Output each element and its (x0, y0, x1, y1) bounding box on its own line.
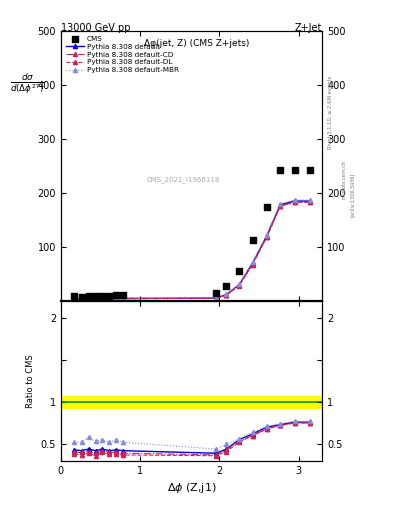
Pythia 8.308 default-CD (114, 296, 119, 302)
Pythia 8.308 default (86, 296, 91, 302)
Pythia 8.308 default-DL (100, 296, 105, 302)
Pythia 8.308 default-CD (121, 295, 126, 302)
Text: Δφ(jet, Z) (CMS Z+jets): Δφ(jet, Z) (CMS Z+jets) (144, 39, 250, 48)
Pythia 8.308 default-DL (224, 292, 229, 298)
Pythia 8.308 default-DL (86, 296, 91, 302)
Pythia 8.308 default-DL (264, 234, 269, 240)
CMS (307, 165, 313, 174)
Pythia 8.308 default-CD (264, 233, 269, 240)
CMS (291, 165, 298, 174)
Pythia 8.308 default (79, 296, 84, 302)
CMS (93, 292, 99, 301)
Pythia 8.308 default-MBR (121, 295, 126, 301)
Pythia 8.308 default-DL (278, 203, 283, 209)
Pythia 8.308 default-CD (278, 203, 283, 209)
Text: $\frac{d\sigma}{d(\Delta\phi^{2T})}$: $\frac{d\sigma}{d(\Delta\phi^{2T})}$ (9, 71, 44, 96)
Pythia 8.308 default-DL (107, 296, 112, 302)
Pythia 8.308 default-MBR (107, 295, 112, 302)
Pythia 8.308 default-CD (214, 295, 219, 302)
CMS (236, 267, 242, 275)
Pythia 8.308 default-MBR (79, 296, 84, 302)
CMS (120, 291, 127, 299)
Text: [arXiv:1306.3436]: [arXiv:1306.3436] (350, 173, 355, 217)
CMS (250, 236, 256, 244)
Pythia 8.308 default-MBR (224, 291, 229, 297)
Pythia 8.308 default-CD (307, 199, 312, 205)
Text: CMS_2021_I1966118: CMS_2021_I1966118 (147, 176, 220, 183)
Pythia 8.308 default-CD (100, 296, 105, 302)
Line: Pythia 8.308 default-MBR: Pythia 8.308 default-MBR (72, 198, 312, 301)
Pythia 8.308 default (121, 295, 126, 302)
Pythia 8.308 default-DL (79, 296, 84, 303)
Pythia 8.308 default-CD (72, 296, 77, 302)
CMS (277, 165, 283, 174)
Pythia 8.308 default-DL (292, 199, 297, 205)
Pythia 8.308 default (94, 296, 98, 302)
Line: Pythia 8.308 default-CD: Pythia 8.308 default-CD (72, 200, 312, 302)
X-axis label: $\Delta\phi$ (Z,j1): $\Delta\phi$ (Z,j1) (167, 481, 217, 495)
Pythia 8.308 default (250, 260, 255, 266)
Bar (61, 396, 322, 408)
Pythia 8.308 default-DL (114, 296, 119, 302)
Pythia 8.308 default (237, 282, 241, 288)
Pythia 8.308 default-CD (107, 296, 112, 302)
Pythia 8.308 default-CD (86, 296, 91, 302)
Pythia 8.308 default-DL (237, 283, 241, 289)
CMS (223, 282, 230, 290)
Text: Rivet 3.1.10, ≥ 2.6M events: Rivet 3.1.10, ≥ 2.6M events (328, 76, 333, 150)
Pythia 8.308 default (100, 296, 105, 302)
CMS (113, 291, 119, 300)
Pythia 8.308 default (307, 198, 312, 204)
Pythia 8.308 default-MBR (94, 295, 98, 302)
Pythia 8.308 default-MBR (86, 295, 91, 302)
Pythia 8.308 default-CD (79, 296, 84, 303)
Pythia 8.308 default-CD (224, 292, 229, 298)
Pythia 8.308 default-CD (292, 199, 297, 205)
Pythia 8.308 default-DL (94, 296, 98, 303)
Pythia 8.308 default-MBR (250, 259, 255, 265)
CMS (78, 293, 84, 301)
Text: 13000 GeV pp: 13000 GeV pp (61, 23, 130, 33)
Pythia 8.308 default-DL (214, 295, 219, 302)
Pythia 8.308 default-CD (250, 261, 255, 267)
CMS (86, 292, 92, 300)
Pythia 8.308 default-MBR (100, 295, 105, 302)
CMS (106, 291, 112, 300)
Pythia 8.308 default-MBR (307, 197, 312, 203)
Pythia 8.308 default-MBR (278, 201, 283, 207)
Pythia 8.308 default-DL (72, 296, 77, 302)
Pythia 8.308 default-MBR (264, 231, 269, 238)
CMS (99, 292, 105, 300)
Pythia 8.308 default-DL (121, 295, 126, 302)
CMS (213, 289, 219, 297)
Text: mcplots.cern.ch: mcplots.cern.ch (342, 160, 347, 199)
Pythia 8.308 default-MBR (72, 295, 77, 302)
Text: Z+Jet: Z+Jet (295, 23, 322, 33)
Legend: CMS, Pythia 8.308 default, Pythia 8.308 default-CD, Pythia 8.308 default-DL, Pyt: CMS, Pythia 8.308 default, Pythia 8.308 … (64, 34, 180, 75)
Pythia 8.308 default (292, 198, 297, 204)
Pythia 8.308 default-MBR (114, 295, 119, 301)
Pythia 8.308 default (264, 232, 269, 239)
Pythia 8.308 default-MBR (237, 281, 241, 287)
Pythia 8.308 default (224, 291, 229, 297)
Pythia 8.308 default (114, 295, 119, 302)
Pythia 8.308 default-MBR (214, 294, 219, 301)
Pythia 8.308 default-MBR (292, 197, 297, 203)
Pythia 8.308 default (278, 202, 283, 208)
Pythia 8.308 default (72, 295, 77, 302)
Pythia 8.308 default-CD (94, 296, 98, 303)
CMS (71, 291, 77, 300)
CMS (264, 203, 270, 211)
Pythia 8.308 default (214, 295, 219, 301)
Y-axis label: Ratio to CMS: Ratio to CMS (26, 354, 35, 408)
Pythia 8.308 default-CD (237, 282, 241, 288)
Line: Pythia 8.308 default: Pythia 8.308 default (72, 199, 312, 301)
Line: Pythia 8.308 default-DL: Pythia 8.308 default-DL (72, 200, 312, 302)
Pythia 8.308 default-DL (307, 199, 312, 205)
Pythia 8.308 default-DL (250, 262, 255, 268)
Pythia 8.308 default (107, 296, 112, 302)
